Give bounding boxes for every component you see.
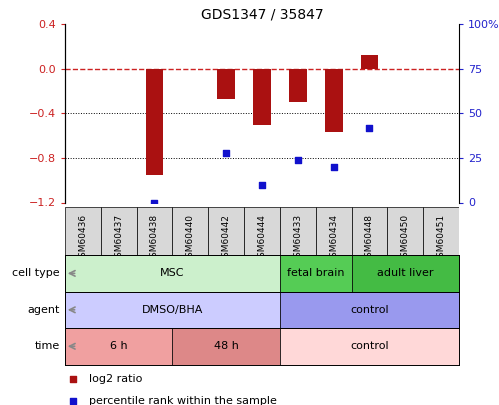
FancyBboxPatch shape: [137, 207, 172, 255]
Text: GSM60433: GSM60433: [293, 214, 302, 263]
Text: time: time: [34, 341, 60, 351]
Text: GSM60451: GSM60451: [437, 214, 446, 263]
Text: GSM60444: GSM60444: [257, 214, 266, 263]
FancyBboxPatch shape: [65, 255, 280, 292]
Point: [222, 149, 230, 156]
Text: cell type: cell type: [12, 269, 60, 278]
FancyBboxPatch shape: [280, 207, 316, 255]
FancyBboxPatch shape: [387, 207, 423, 255]
Text: MSC: MSC: [160, 269, 185, 278]
Text: fetal brain: fetal brain: [287, 269, 344, 278]
Text: GSM60448: GSM60448: [365, 214, 374, 263]
Text: GSM60442: GSM60442: [222, 214, 231, 263]
FancyBboxPatch shape: [280, 328, 459, 364]
Text: DMSO/BHA: DMSO/BHA: [142, 305, 203, 315]
Text: GSM60450: GSM60450: [401, 214, 410, 263]
Bar: [325, 69, 343, 132]
Bar: [253, 69, 271, 124]
Point: [330, 164, 338, 170]
Bar: [289, 69, 307, 102]
Point: [365, 124, 373, 131]
FancyBboxPatch shape: [65, 207, 101, 255]
Bar: [361, 55, 378, 69]
Bar: [146, 69, 164, 175]
FancyBboxPatch shape: [280, 255, 352, 292]
FancyBboxPatch shape: [423, 207, 459, 255]
Point: [294, 156, 302, 163]
Title: GDS1347 / 35847: GDS1347 / 35847: [201, 8, 323, 22]
FancyBboxPatch shape: [280, 292, 459, 328]
Text: control: control: [350, 341, 389, 351]
Text: log2 ratio: log2 ratio: [88, 374, 142, 384]
Point: [69, 375, 77, 382]
FancyBboxPatch shape: [352, 255, 459, 292]
Text: GSM60437: GSM60437: [114, 214, 123, 263]
FancyBboxPatch shape: [244, 207, 280, 255]
Text: GSM60436: GSM60436: [78, 214, 87, 263]
Point: [258, 181, 266, 188]
Text: GSM60434: GSM60434: [329, 214, 338, 263]
FancyBboxPatch shape: [101, 207, 137, 255]
FancyBboxPatch shape: [172, 207, 208, 255]
Bar: [217, 69, 235, 99]
FancyBboxPatch shape: [65, 292, 280, 328]
Text: 48 h: 48 h: [214, 341, 239, 351]
FancyBboxPatch shape: [352, 207, 387, 255]
FancyBboxPatch shape: [208, 207, 244, 255]
Text: control: control: [350, 305, 389, 315]
FancyBboxPatch shape: [65, 328, 172, 364]
FancyBboxPatch shape: [316, 207, 352, 255]
Text: GSM60438: GSM60438: [150, 214, 159, 263]
Text: 6 h: 6 h: [110, 341, 127, 351]
Text: GSM60440: GSM60440: [186, 214, 195, 263]
Text: agent: agent: [27, 305, 60, 315]
Point: [69, 398, 77, 404]
Text: adult liver: adult liver: [377, 269, 434, 278]
Point: [151, 199, 159, 206]
Text: percentile rank within the sample: percentile rank within the sample: [88, 396, 276, 405]
FancyBboxPatch shape: [172, 328, 280, 364]
